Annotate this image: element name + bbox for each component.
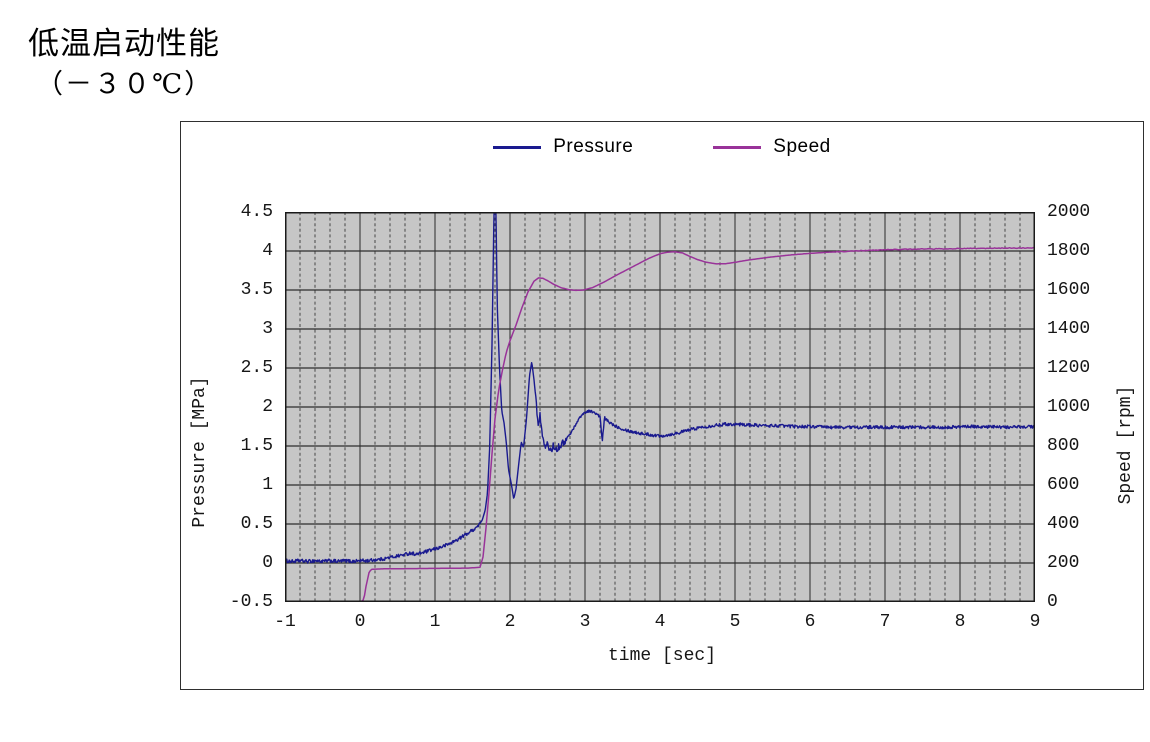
y-left-tick-label: -0.5 xyxy=(229,592,273,612)
y-axis-title-right: Speed [rpm] xyxy=(1116,385,1136,505)
y-left-tick-label: 1 xyxy=(262,475,273,495)
chart-legend: Pressure Speed xyxy=(180,136,1144,158)
legend-label-pressure: Pressure xyxy=(553,136,634,157)
y-right-tick-label: 1200 xyxy=(1047,358,1091,378)
x-tick-label: 2 xyxy=(504,612,516,632)
y-right-tick-label: 600 xyxy=(1047,475,1080,495)
y-right-tick-label: 200 xyxy=(1047,553,1080,573)
x-tick-label: 9 xyxy=(1029,612,1041,632)
y-left-tick-label: 2 xyxy=(262,397,273,417)
x-tick-label: 1 xyxy=(429,612,441,632)
y-left-tick-label: 0 xyxy=(262,553,273,573)
legend-item-speed: Speed xyxy=(713,136,830,158)
y-left-tick-label: 3.5 xyxy=(240,280,273,300)
x-tick-label: 3 xyxy=(579,612,591,632)
legend-item-pressure: Pressure xyxy=(493,136,633,158)
x-tick-label: 4 xyxy=(654,612,666,632)
y-left-tick-label: 2.5 xyxy=(240,358,273,378)
y-right-tick-label: 800 xyxy=(1047,436,1080,456)
y-right-tick-label: 0 xyxy=(1047,592,1058,612)
y-left-tick-label: 1.5 xyxy=(240,436,273,456)
y-left-tick-label: 3 xyxy=(262,319,273,339)
y-right-tick-label: 2000 xyxy=(1047,202,1091,222)
x-tick-label: 0 xyxy=(354,612,366,632)
legend-label-speed: Speed xyxy=(773,136,831,157)
y-right-tick-label: 400 xyxy=(1047,514,1080,534)
y-right-tick-label: 1600 xyxy=(1047,280,1091,300)
x-tick-label: -1 xyxy=(274,612,296,632)
x-axis-title: time [sec] xyxy=(607,646,717,666)
x-tick-label: 5 xyxy=(729,612,741,632)
y-left-tick-label: 4 xyxy=(262,241,273,261)
speed-line-swatch xyxy=(713,145,762,149)
plot-area xyxy=(285,212,1035,602)
y-left-tick-label: 4.5 xyxy=(240,202,273,222)
x-tick-label: 7 xyxy=(879,612,891,632)
y-right-tick-label: 1800 xyxy=(1047,241,1091,261)
page-subtitle: （－３０℃） xyxy=(36,69,214,100)
page-title: 低温启动性能 xyxy=(28,26,220,62)
pressure-line-swatch xyxy=(493,145,542,149)
y-left-tick-label: 0.5 xyxy=(240,514,273,534)
y-right-tick-label: 1000 xyxy=(1047,397,1091,417)
y-right-tick-label: 1400 xyxy=(1047,319,1091,339)
x-tick-label: 6 xyxy=(804,612,816,632)
x-tick-label: 8 xyxy=(954,612,966,632)
